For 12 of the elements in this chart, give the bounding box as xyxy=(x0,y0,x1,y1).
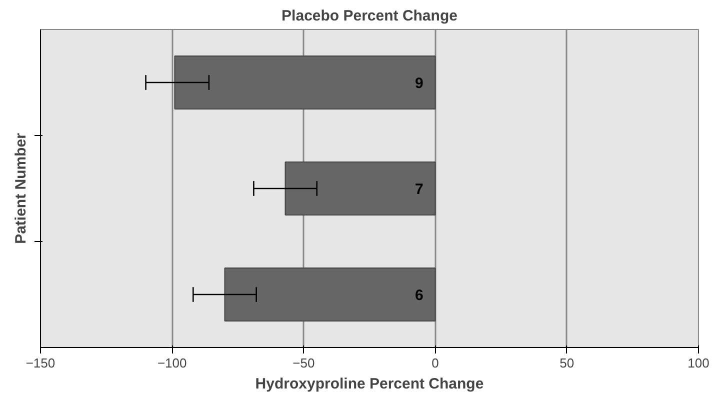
x-axis-title: Hydroxyproline Percent Change xyxy=(255,376,484,392)
x-tick-label: 0 xyxy=(432,356,439,370)
x-tick-label: 100 xyxy=(688,356,710,370)
x-tick-label: −150 xyxy=(26,356,56,370)
x-tick-label: 50 xyxy=(560,356,574,370)
y-tick-label: 9 xyxy=(414,75,424,92)
chart-title: Placebo Percent Change xyxy=(282,8,458,24)
y-tick-label: 7 xyxy=(414,181,424,198)
y-tick-label: 6 xyxy=(414,287,424,304)
x-tick-label: −50 xyxy=(292,356,315,370)
y-axis-title: Patient Number xyxy=(12,132,30,244)
x-tick-label: −100 xyxy=(157,356,187,370)
